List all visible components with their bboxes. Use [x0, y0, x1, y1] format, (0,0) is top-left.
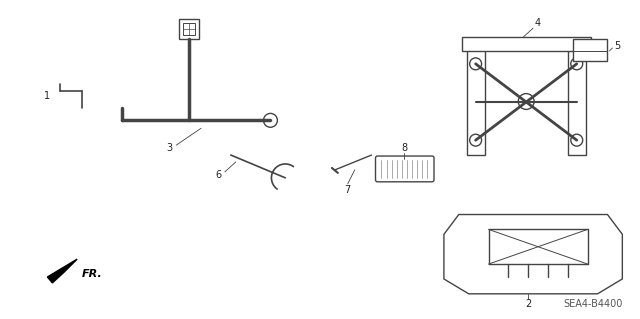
Bar	[568, 49, 586, 155]
Circle shape	[264, 114, 277, 127]
Circle shape	[571, 134, 582, 146]
Text: 3: 3	[166, 143, 172, 153]
Bar	[461, 37, 591, 51]
Text: 7: 7	[344, 185, 351, 195]
Bar	[179, 19, 199, 39]
Polygon shape	[444, 214, 622, 294]
Text: 2: 2	[525, 299, 531, 309]
Bar	[573, 39, 607, 61]
Text: 8: 8	[401, 143, 407, 153]
Circle shape	[571, 58, 582, 70]
Bar	[183, 23, 195, 35]
Bar	[467, 49, 484, 155]
Polygon shape	[47, 259, 77, 283]
Text: 6: 6	[216, 170, 222, 180]
FancyBboxPatch shape	[376, 156, 434, 182]
Text: 4: 4	[535, 18, 541, 28]
Circle shape	[518, 93, 534, 109]
Text: 5: 5	[614, 41, 621, 51]
Text: FR.: FR.	[82, 269, 103, 279]
Text: 1: 1	[44, 91, 51, 100]
Circle shape	[470, 58, 481, 70]
Text: SEA4-B4400: SEA4-B4400	[563, 299, 622, 309]
Circle shape	[470, 134, 481, 146]
